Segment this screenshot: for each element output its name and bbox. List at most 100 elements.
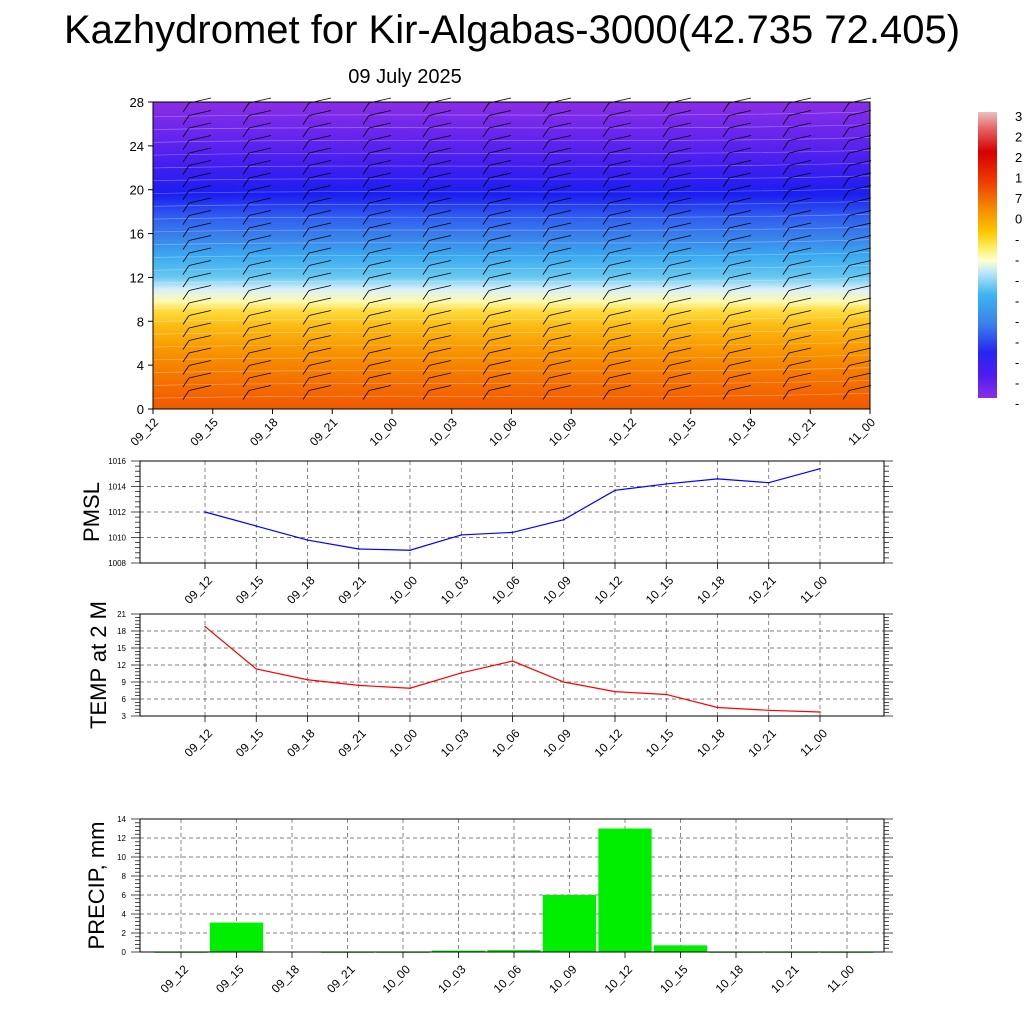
wind-barb xyxy=(662,252,670,263)
temp-point xyxy=(409,687,411,690)
pmsl-point xyxy=(665,483,668,485)
wind-barb xyxy=(302,102,310,113)
wind-barb xyxy=(842,102,850,113)
wind-barb-feather xyxy=(848,360,872,366)
wind-barb xyxy=(422,265,430,275)
wind-barb xyxy=(542,327,550,338)
wind-barb-feather xyxy=(488,185,512,191)
wind-barb xyxy=(182,365,190,375)
wind-barb xyxy=(662,327,670,338)
wind-barb-feather xyxy=(848,135,872,141)
wind-barb xyxy=(302,240,310,250)
wind-barb xyxy=(482,315,490,325)
wind-barb-feather xyxy=(728,360,752,366)
wind-barb-feather xyxy=(608,160,632,166)
y-axis-title: PMSL xyxy=(79,482,104,542)
wind-barb-feather xyxy=(308,147,332,154)
wind-barb-feather xyxy=(668,185,692,191)
wind-barb xyxy=(362,215,370,225)
wind-barb-feather xyxy=(848,297,872,304)
wind-barb xyxy=(182,190,190,200)
wind-barb-feather xyxy=(428,197,452,204)
wind-barb-feather xyxy=(308,297,332,304)
wind-barb xyxy=(242,240,250,250)
wind-barb-feather xyxy=(428,122,452,129)
wind-barb-feather xyxy=(248,285,272,291)
wind-barb-feather xyxy=(308,185,332,191)
pmsl-point xyxy=(204,511,206,513)
wind-barb xyxy=(422,115,430,125)
wind-barb xyxy=(242,390,250,400)
wind-barb xyxy=(542,352,550,363)
wind-barb-feather xyxy=(248,197,272,204)
wind-barb-feather xyxy=(788,122,812,129)
wind-barb-feather xyxy=(548,172,572,179)
wind-barb-feather xyxy=(488,335,512,341)
x-tick-label: 10_00 xyxy=(380,962,414,996)
contour-line xyxy=(152,149,871,156)
wind-barb-feather xyxy=(488,135,512,141)
wind-barb xyxy=(722,202,730,213)
wind-barb xyxy=(182,340,190,350)
wind-barb-feather xyxy=(188,172,212,179)
wind-barb xyxy=(662,165,670,175)
wind-barb-feather xyxy=(188,235,212,241)
wind-barb xyxy=(602,215,610,225)
wind-barb xyxy=(542,390,550,400)
wind-barb xyxy=(662,352,670,363)
wind-barb xyxy=(482,227,490,238)
wind-barb-feather xyxy=(488,322,512,329)
x-tick-label: 10_06 xyxy=(489,726,523,760)
wind-barb-feather xyxy=(668,122,692,129)
wind-barb-feather xyxy=(608,310,632,316)
wind-barb xyxy=(602,352,610,363)
wind-barb-feather xyxy=(788,110,812,116)
wind-barb-feather xyxy=(788,347,812,354)
wind-barb xyxy=(602,165,610,175)
heatmap-x-tick-label: 10_00 xyxy=(367,415,401,449)
wind-barb xyxy=(362,265,370,275)
wind-barb xyxy=(722,290,730,300)
wind-barb xyxy=(362,140,370,150)
wind-barb-feather xyxy=(428,247,452,254)
temp-point xyxy=(819,711,821,713)
wind-barb-feather xyxy=(608,247,632,254)
temp-point xyxy=(767,709,770,712)
wind-barb xyxy=(422,140,430,150)
heatmap-x-tick-label: 10_12 xyxy=(606,415,640,449)
wind-barb xyxy=(602,290,610,300)
contour-line xyxy=(152,290,871,297)
heatmap-y-tick-label: 0 xyxy=(137,402,144,417)
x-tick-label: 10_21 xyxy=(768,962,802,996)
pmsl-point xyxy=(409,549,411,552)
wind-barb xyxy=(362,327,370,338)
wind-barb xyxy=(242,277,250,288)
heatmap-panel: 0 4 8 12 16 20 24 28 09_12 09_15 09_18 09_21 10_00 10… xyxy=(128,95,879,449)
wind-barb-feather xyxy=(848,272,872,279)
wind-barb-feather xyxy=(188,247,212,254)
wind-barb xyxy=(242,252,250,263)
wind-barb xyxy=(482,290,490,300)
wind-barb-feather xyxy=(188,272,212,279)
wind-barb xyxy=(242,127,250,138)
x-tick-label: 09_12 xyxy=(182,573,216,607)
wind-barb xyxy=(242,302,250,313)
pmsl-point xyxy=(255,525,258,527)
wind-barb-feather xyxy=(368,372,392,379)
y-tick-label: 1012 xyxy=(108,508,126,517)
wind-barb-feather xyxy=(608,260,632,266)
y-tick-label: 4 xyxy=(122,910,127,919)
wind-barb-feather xyxy=(608,210,632,216)
precip-bar xyxy=(487,950,541,952)
panel-frame xyxy=(139,818,885,953)
wind-barb xyxy=(242,165,250,175)
wind-barb xyxy=(842,290,850,300)
wind-barb-feather xyxy=(308,310,332,316)
wind-barb-feather xyxy=(728,310,752,316)
wind-barb-feather xyxy=(308,347,332,354)
wind-barb xyxy=(602,265,610,275)
x-tick-label: 10_09 xyxy=(540,726,574,760)
wind-barb-feather xyxy=(668,110,692,116)
temp-point xyxy=(511,660,514,662)
wind-barb-feather xyxy=(608,172,632,179)
